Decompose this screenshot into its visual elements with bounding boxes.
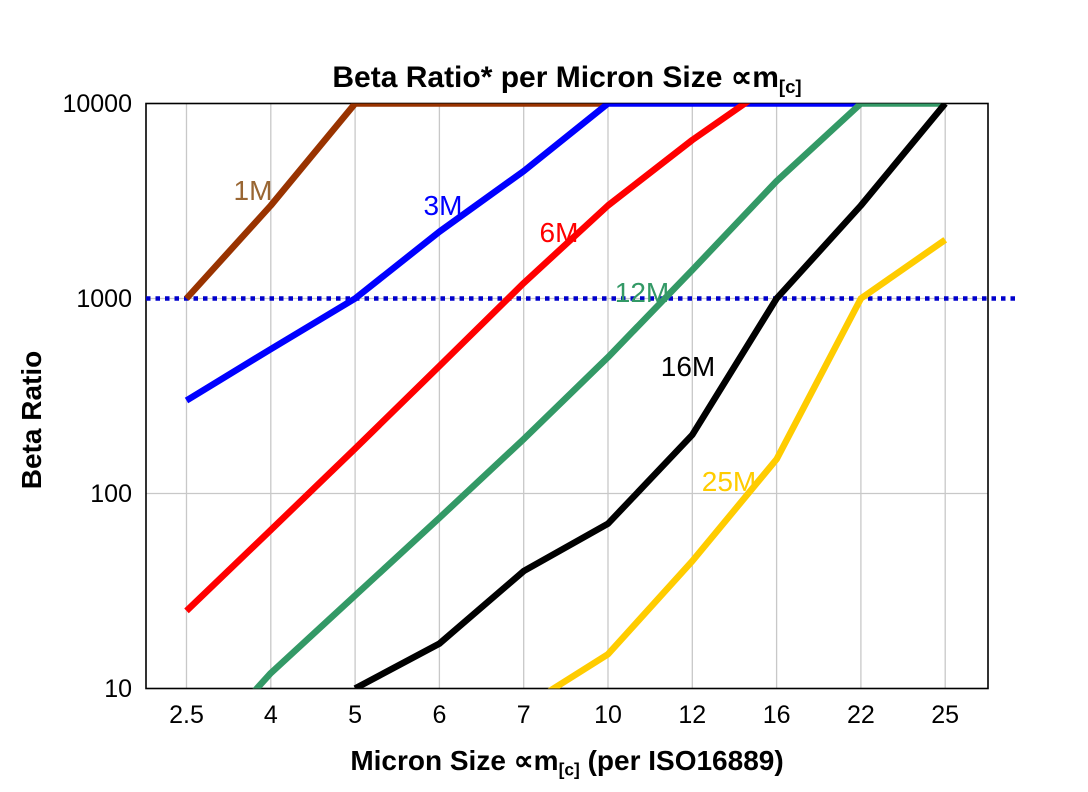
series-line-1M <box>184 103 608 301</box>
series-label-16M: 16M <box>660 351 716 382</box>
series-label-6M: 6M <box>539 217 579 248</box>
series-label-12M: 12M <box>614 277 670 308</box>
x-axis-title-subscript: [c] <box>558 759 580 780</box>
x-tick-label: 4 <box>263 701 278 729</box>
y-tick-label: 1000 <box>76 284 132 313</box>
x-tick-label: 5 <box>348 701 363 729</box>
x-axis-title-text: Micron Size ∝m <box>350 745 559 776</box>
series-label-1M: 1M <box>233 175 273 206</box>
series-label-3M: 3M <box>423 190 463 221</box>
x-axis-title: Micron Size ∝m[c] (per ISO16889) <box>146 744 988 781</box>
x-tick-label: 6 <box>432 701 447 729</box>
y-tick-label: 100 <box>90 479 132 508</box>
y-tick-label: 10 <box>104 674 132 703</box>
series-line-12M <box>252 103 946 689</box>
x-tick-label: 12 <box>678 701 707 729</box>
x-tick-label: 10 <box>594 701 622 729</box>
series-line-16M <box>353 103 948 689</box>
y-axis-title: Beta Ratio <box>16 350 47 490</box>
y-tick-label: 10000 <box>62 89 132 118</box>
chart-title-text: Beta Ratio* per Micron Size ∝m <box>332 61 779 94</box>
series-line-25M <box>547 237 948 689</box>
chart-title-subscript: [c] <box>778 75 802 97</box>
x-tick-label: 22 <box>846 701 875 729</box>
x-tick-label: 16 <box>762 701 791 729</box>
series-line-6M <box>184 103 751 614</box>
x-tick-label: 2.5 <box>169 701 204 729</box>
x-tick-label: 25 <box>931 701 960 729</box>
chart-title: Beta Ratio* per Micron Size ∝m[c] <box>146 60 988 98</box>
x-tick-label: 7 <box>516 701 531 729</box>
series-line-3M <box>184 103 861 404</box>
x-axis-title-suffix: (per ISO16889) <box>579 745 784 776</box>
series-label-25M: 25M <box>701 466 757 497</box>
